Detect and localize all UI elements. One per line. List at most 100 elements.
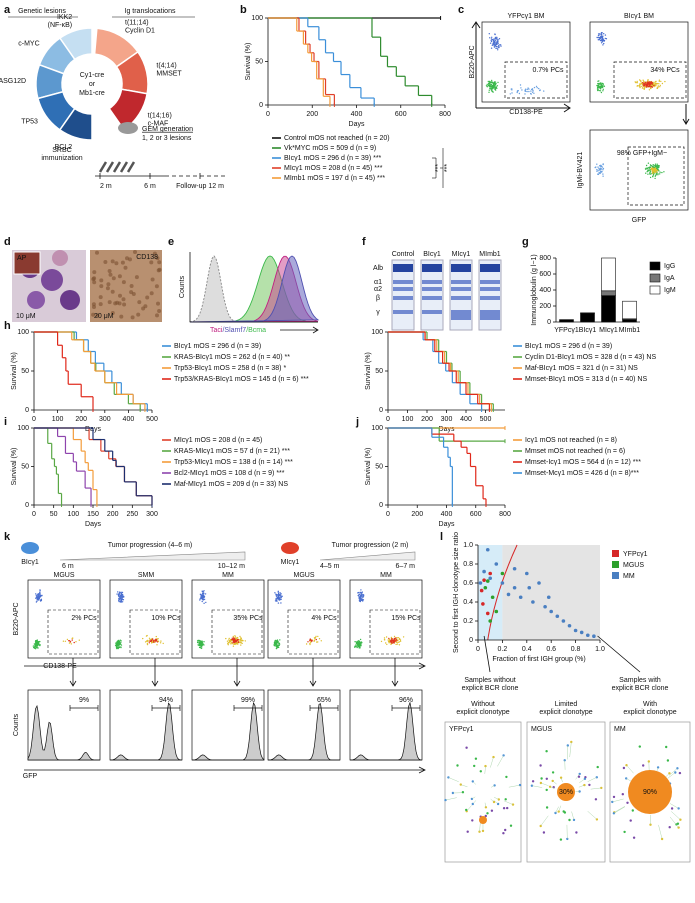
label: 30% [559, 789, 573, 796]
event-dot [656, 164, 658, 167]
axis-title: Survival (%) [365, 448, 372, 486]
event-dot [493, 46, 496, 48]
event-dot [361, 594, 363, 597]
event-dot [120, 646, 122, 649]
gel-band [451, 264, 471, 272]
network-node [678, 771, 682, 775]
event-dot [200, 597, 202, 600]
ihc-cell [111, 276, 116, 281]
ihc-cell [95, 250, 99, 255]
x-tick-label: 600 [395, 111, 407, 118]
event-dot [654, 85, 656, 87]
network-edge [614, 806, 626, 813]
event-dot [388, 639, 391, 642]
event-dot [359, 599, 361, 602]
event-dot [360, 589, 362, 591]
x-tick-label: 500 [480, 416, 492, 423]
region-with [502, 545, 600, 640]
panel-label: b [240, 4, 247, 16]
event-dot [638, 85, 640, 87]
event-dot [651, 82, 653, 84]
legend-label: BIcγ1 mOS = 296 d (n = 39) *** [284, 155, 382, 162]
x-tick-label: 50 [50, 511, 58, 518]
event-dot [647, 173, 649, 175]
event-dot [118, 599, 120, 601]
event-dot [605, 38, 608, 40]
event-dot [359, 638, 362, 641]
event-dot [651, 170, 654, 172]
legend-label: KRAS-MIcγ1 mOS = 57 d (n = 21) *** [174, 448, 290, 455]
event-dot [602, 90, 604, 92]
point [482, 569, 486, 574]
ihc-cell [143, 304, 148, 309]
event-dot [121, 595, 124, 598]
event-dot [196, 640, 199, 642]
event-dot [118, 644, 120, 646]
network-edge [508, 784, 521, 788]
event-dot [603, 33, 605, 35]
syringe [119, 161, 129, 173]
event-dot [656, 171, 658, 173]
network-edge [571, 811, 575, 820]
event-dot [119, 640, 121, 643]
event-dot [494, 37, 497, 40]
event-dot [645, 168, 647, 170]
event-dot [659, 171, 661, 173]
event-dot [33, 646, 35, 649]
event-dot [599, 90, 602, 92]
event-dot [239, 635, 241, 638]
label: MGUS [294, 572, 315, 579]
event-dot [393, 637, 396, 640]
event-dot [647, 80, 649, 82]
label: MIcγ1 [452, 251, 471, 258]
y-tick-label: 0 [379, 407, 383, 414]
event-dot [528, 90, 530, 93]
event-dot [397, 639, 399, 641]
network-node [554, 811, 557, 815]
center-label: Cy1-cre [80, 72, 105, 79]
event-dot [389, 641, 392, 643]
event-dot [649, 84, 651, 86]
label: 4% PCs [311, 615, 337, 622]
event-dot [397, 641, 399, 643]
label: 96% [399, 697, 413, 704]
event-dot [600, 35, 602, 37]
event-dot [33, 643, 36, 645]
event-dot [360, 593, 363, 595]
center-label: Mb1-cre [79, 90, 105, 97]
event-dot [309, 639, 311, 642]
axis-title: Days [349, 121, 365, 128]
wheel-segment [38, 37, 76, 75]
label: GEM generation [142, 126, 193, 133]
event-dot [657, 165, 659, 168]
ihc-cell [130, 315, 135, 320]
x-tick-label: 200 [75, 416, 87, 423]
mouse-icon [281, 542, 299, 554]
event-dot [602, 163, 604, 166]
network-node [444, 798, 447, 802]
event-dot [240, 644, 242, 646]
point [573, 628, 578, 633]
point [488, 571, 493, 576]
y-tick-label: 0 [25, 407, 29, 414]
mouse-icon [118, 122, 138, 134]
event-dot [489, 87, 491, 90]
event-dot [653, 165, 655, 167]
event-dot [601, 82, 604, 85]
event-dot [121, 591, 124, 594]
event-dot [34, 643, 37, 645]
progression-wedge [59, 551, 246, 561]
arrow [471, 21, 571, 113]
event-dot [639, 86, 641, 89]
label: SRBC [52, 147, 71, 154]
event-dot [528, 88, 530, 90]
event-dot [602, 44, 604, 46]
event-dot [636, 80, 638, 83]
event-dot [600, 42, 603, 44]
event-dot [499, 44, 502, 46]
event-dot [116, 644, 118, 646]
label: YFPcγ1 [449, 726, 474, 733]
event-dot [200, 645, 202, 648]
label: With [643, 701, 657, 708]
event-dot [234, 635, 236, 637]
